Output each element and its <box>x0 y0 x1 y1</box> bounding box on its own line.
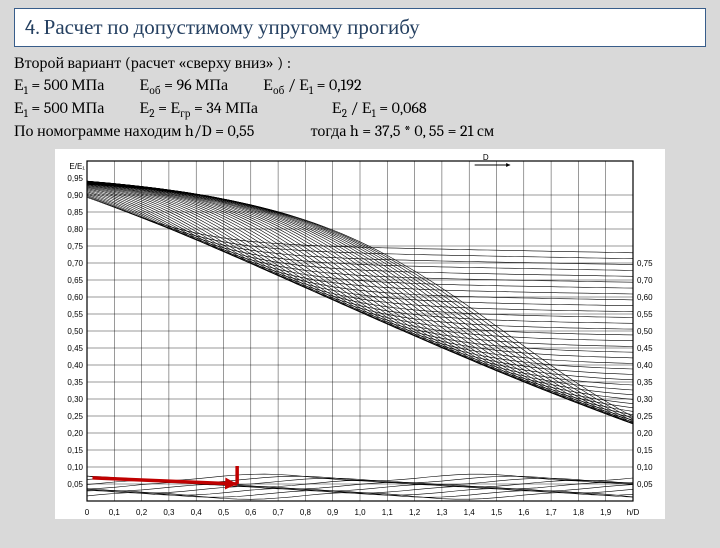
svg-text:1,7: 1,7 <box>546 508 558 517</box>
svg-text:0,85: 0,85 <box>67 208 83 217</box>
svg-text:0,7: 0,7 <box>273 508 285 517</box>
svg-text:0,2: 0,2 <box>136 508 148 517</box>
body-line-2: Е1 = 500 МПа Еоб = 96 МПа Еоб / Е1 = 0,1… <box>14 75 706 98</box>
svg-text:0,05: 0,05 <box>637 480 653 489</box>
svg-text:1,9: 1,9 <box>600 508 612 517</box>
svg-text:0,40: 0,40 <box>637 361 653 370</box>
svg-text:0,20: 0,20 <box>67 429 83 438</box>
nomogram: 0 0,1 0,2 0,3 0,4 0,5 0,6 0,7 0,8 0,9 1,0 1,1 1,2 1,3… <box>55 149 665 519</box>
svg-text:0,25: 0,25 <box>637 412 653 421</box>
svg-text:0,55: 0,55 <box>637 310 653 319</box>
svg-text:0,35: 0,35 <box>67 378 83 387</box>
svg-text:0,45: 0,45 <box>637 344 653 353</box>
body-line-3: Е1 = 500 МПа Е2 = Егр = 34 МПа Е2 / Е1 =… <box>14 98 706 121</box>
svg-text:0,10: 0,10 <box>67 463 83 472</box>
svg-text:0,4: 0,4 <box>191 508 203 517</box>
svg-text:1,8: 1,8 <box>573 508 585 517</box>
svg-text:0,30: 0,30 <box>637 395 653 404</box>
svg-text:1,0: 1,0 <box>354 508 366 517</box>
calc-body: Второй вариант (расчет «сверху вниз» ) :… <box>14 53 706 143</box>
svg-text:1,5: 1,5 <box>491 508 503 517</box>
body-line-4: По номограмме находим h/D = 0,55 тогда h… <box>14 121 706 143</box>
svg-text:0,15: 0,15 <box>637 446 653 455</box>
svg-text:0,70: 0,70 <box>67 259 83 268</box>
section-title-box: 4. Расчет по допустимому упругому прогиб… <box>14 8 706 47</box>
nomogram-svg: 0 0,1 0,2 0,3 0,4 0,5 0,6 0,7 0,8 0,9 1,0 1,1 1,2 1,3… <box>55 149 665 519</box>
svg-text:0,75: 0,75 <box>637 259 653 268</box>
svg-text:0,80: 0,80 <box>67 225 83 234</box>
svg-text:0,3: 0,3 <box>163 508 175 517</box>
svg-text:1,6: 1,6 <box>518 508 530 517</box>
svg-text:0,30: 0,30 <box>67 395 83 404</box>
svg-text:E/E₁: E/E₁ <box>69 162 85 171</box>
section-title: 4. Расчет по допустимому упругому прогиб… <box>25 15 695 40</box>
svg-text:0,70: 0,70 <box>637 276 653 285</box>
svg-text:0,65: 0,65 <box>67 276 83 285</box>
svg-text:0,45: 0,45 <box>67 344 83 353</box>
svg-text:D: D <box>483 153 489 162</box>
svg-text:0,60: 0,60 <box>67 293 83 302</box>
svg-text:0,10: 0,10 <box>637 463 653 472</box>
body-line-1: Второй вариант (расчет «сверху вниз» ) : <box>14 53 706 75</box>
svg-text:0,55: 0,55 <box>67 310 83 319</box>
svg-text:1,2: 1,2 <box>409 508 421 517</box>
svg-text:1,1: 1,1 <box>382 508 394 517</box>
svg-text:0,35: 0,35 <box>637 378 653 387</box>
svg-text:0,1: 0,1 <box>109 508 121 517</box>
svg-text:0,15: 0,15 <box>67 446 83 455</box>
svg-text:0,6: 0,6 <box>245 508 257 517</box>
svg-text:0,90: 0,90 <box>67 191 83 200</box>
svg-text:0,20: 0,20 <box>637 429 653 438</box>
svg-text:0,75: 0,75 <box>67 242 83 251</box>
svg-text:0,5: 0,5 <box>218 508 230 517</box>
svg-text:0,25: 0,25 <box>67 412 83 421</box>
svg-text:0,8: 0,8 <box>300 508 312 517</box>
svg-text:0,05: 0,05 <box>67 480 83 489</box>
svg-text:0,60: 0,60 <box>637 293 653 302</box>
svg-text:0,50: 0,50 <box>637 327 653 336</box>
svg-text:0,95: 0,95 <box>67 174 83 183</box>
svg-text:0,50: 0,50 <box>67 327 83 336</box>
svg-text:0,40: 0,40 <box>67 361 83 370</box>
svg-text:1,4: 1,4 <box>464 508 476 517</box>
svg-text:h/D: h/D <box>627 508 640 517</box>
svg-text:1,3: 1,3 <box>436 508 448 517</box>
svg-text:0: 0 <box>85 508 90 517</box>
svg-text:0,9: 0,9 <box>327 508 339 517</box>
